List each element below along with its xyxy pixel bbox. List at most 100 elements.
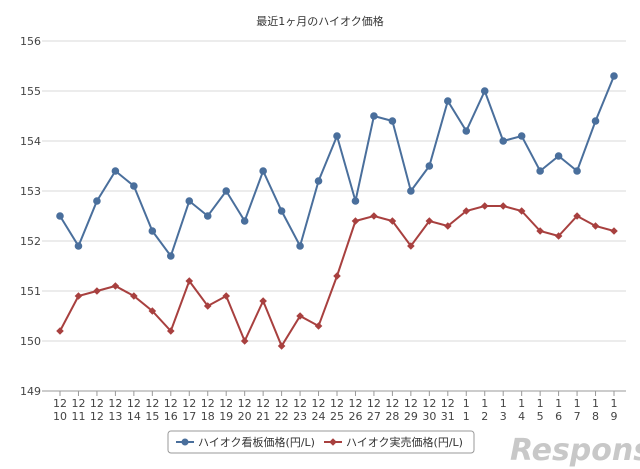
data-point-series-1[interactable] bbox=[425, 162, 434, 170]
data-point-series-1[interactable] bbox=[240, 217, 249, 225]
data-point-series-2[interactable] bbox=[407, 242, 415, 250]
data-point-series-1[interactable] bbox=[203, 212, 212, 220]
x-tick-label-day: 2 bbox=[481, 410, 488, 423]
y-axis: 149 150 151 152 153 154 155 156 bbox=[20, 35, 41, 398]
data-point-series-2[interactable] bbox=[277, 342, 286, 350]
data-point-series-1[interactable] bbox=[370, 112, 378, 120]
data-point-series-1[interactable] bbox=[517, 132, 526, 140]
data-point-series-1[interactable] bbox=[167, 252, 175, 260]
data-point-series-2[interactable] bbox=[499, 202, 507, 210]
x-tick-label-month: 12 bbox=[127, 397, 141, 410]
data-point-series-2[interactable] bbox=[610, 227, 618, 235]
data-point-series-2[interactable] bbox=[351, 217, 360, 225]
data-point-series-2[interactable] bbox=[259, 297, 267, 305]
data-point-series-2[interactable] bbox=[203, 302, 212, 310]
data-point-series-1[interactable] bbox=[93, 197, 101, 205]
data-point-series-2[interactable] bbox=[222, 292, 230, 300]
data-point-series-2[interactable] bbox=[388, 217, 397, 225]
x-tick-label-month: 12 bbox=[90, 397, 104, 410]
x-tick-label-month: 12 bbox=[238, 397, 252, 410]
data-point-series-1[interactable] bbox=[554, 152, 563, 160]
data-point-series-2[interactable] bbox=[296, 312, 304, 320]
data-point-series-2[interactable] bbox=[130, 292, 138, 300]
legend: ハイオク看板価格(円/L) ハイオク実売価格(円/L) bbox=[167, 430, 475, 454]
x-tick-label-month: 12 bbox=[164, 397, 178, 410]
x-tick-label-month: 1 bbox=[463, 397, 470, 410]
data-point-series-1[interactable] bbox=[259, 167, 267, 175]
x-tick-label-month: 12 bbox=[330, 397, 344, 410]
x-tick-label-day: 31 bbox=[441, 410, 455, 423]
data-point-series-1[interactable] bbox=[351, 197, 360, 205]
data-point-series-2[interactable] bbox=[74, 292, 83, 300]
data-point-series-2[interactable] bbox=[425, 217, 434, 225]
x-tick-label-month: 12 bbox=[219, 397, 233, 410]
x-tick-label-day: 25 bbox=[330, 410, 344, 423]
x-tick-label-month: 12 bbox=[404, 397, 418, 410]
data-point-series-1[interactable] bbox=[56, 212, 64, 220]
data-point-series-2[interactable] bbox=[56, 327, 64, 335]
x-tick-label-month: 12 bbox=[145, 397, 159, 410]
data-point-series-2[interactable] bbox=[591, 222, 600, 230]
x-tick-label-month: 12 bbox=[108, 397, 122, 410]
data-point-series-1[interactable] bbox=[462, 127, 471, 135]
data-point-series-2[interactable] bbox=[185, 277, 194, 285]
data-point-series-1[interactable] bbox=[536, 167, 544, 175]
response-logo: Response. bbox=[510, 433, 640, 468]
x-tick-label-day: 28 bbox=[385, 410, 399, 423]
data-point-series-2[interactable] bbox=[536, 227, 544, 235]
legend-marker-series-2[interactable] bbox=[329, 438, 337, 446]
data-point-series-1[interactable] bbox=[388, 117, 397, 125]
x-tick-label-month: 1 bbox=[537, 397, 544, 410]
x-tick-label-day: 30 bbox=[422, 410, 436, 423]
data-point-series-1[interactable] bbox=[573, 167, 581, 175]
data-point-series-2[interactable] bbox=[480, 202, 489, 210]
x-tick-label-day: 6 bbox=[555, 410, 562, 423]
data-point-series-1[interactable] bbox=[591, 117, 600, 125]
data-point-series-1[interactable] bbox=[444, 97, 452, 105]
data-point-series-2[interactable] bbox=[148, 307, 157, 315]
data-point-series-2[interactable] bbox=[573, 212, 581, 220]
data-point-series-1[interactable] bbox=[130, 182, 138, 190]
data-point-series-2[interactable] bbox=[444, 222, 452, 230]
data-point-series-1[interactable] bbox=[296, 242, 304, 250]
data-point-series-2[interactable] bbox=[333, 272, 341, 280]
data-point-series-1[interactable] bbox=[314, 177, 323, 185]
data-point-series-2[interactable] bbox=[554, 232, 563, 240]
x-tick-label-month: 12 bbox=[385, 397, 399, 410]
data-point-series-1[interactable] bbox=[480, 87, 489, 95]
data-point-series-2[interactable] bbox=[314, 322, 323, 330]
data-point-series-1[interactable] bbox=[74, 242, 83, 250]
data-point-series-1[interactable] bbox=[185, 197, 194, 205]
y-tick-label: 155 bbox=[20, 85, 41, 98]
response-watermark: Response. bbox=[510, 433, 640, 468]
x-tick-label-day: 19 bbox=[219, 410, 233, 423]
x-tick-label-day: 10 bbox=[53, 410, 67, 423]
data-point-series-2[interactable] bbox=[167, 327, 175, 335]
legend-marker-series-1[interactable] bbox=[181, 438, 189, 446]
series-line-1 bbox=[59, 75, 615, 259]
data-point-series-2[interactable] bbox=[240, 337, 249, 345]
data-point-series-2[interactable] bbox=[517, 207, 526, 215]
x-tick-label-day: 27 bbox=[367, 410, 381, 423]
data-point-series-1[interactable] bbox=[499, 137, 508, 145]
data-point-series-1[interactable] bbox=[333, 132, 341, 140]
data-point-series-2[interactable] bbox=[93, 287, 101, 295]
data-point-series-2[interactable] bbox=[370, 212, 378, 220]
data-point-series-1[interactable] bbox=[277, 207, 286, 215]
y-tick-label: 151 bbox=[20, 285, 41, 298]
data-point-series-1[interactable] bbox=[222, 187, 230, 195]
x-tick-label-month: 12 bbox=[293, 397, 307, 410]
x-tick-label-month: 1 bbox=[555, 397, 562, 410]
data-point-series-2[interactable] bbox=[111, 282, 120, 290]
data-point-series-1[interactable] bbox=[610, 72, 618, 80]
x-tick-label-day: 17 bbox=[182, 410, 196, 423]
data-point-series-1[interactable] bbox=[111, 167, 120, 175]
x-tick-label-day: 9 bbox=[611, 410, 618, 423]
data-point-series-2[interactable] bbox=[462, 207, 471, 215]
data-point-series-1[interactable] bbox=[148, 227, 157, 235]
x-tick-label-month: 12 bbox=[71, 397, 85, 410]
x-tick-label-month: 1 bbox=[481, 397, 488, 410]
x-tick-label-month: 12 bbox=[422, 397, 436, 410]
data-point-series-1[interactable] bbox=[407, 187, 415, 195]
